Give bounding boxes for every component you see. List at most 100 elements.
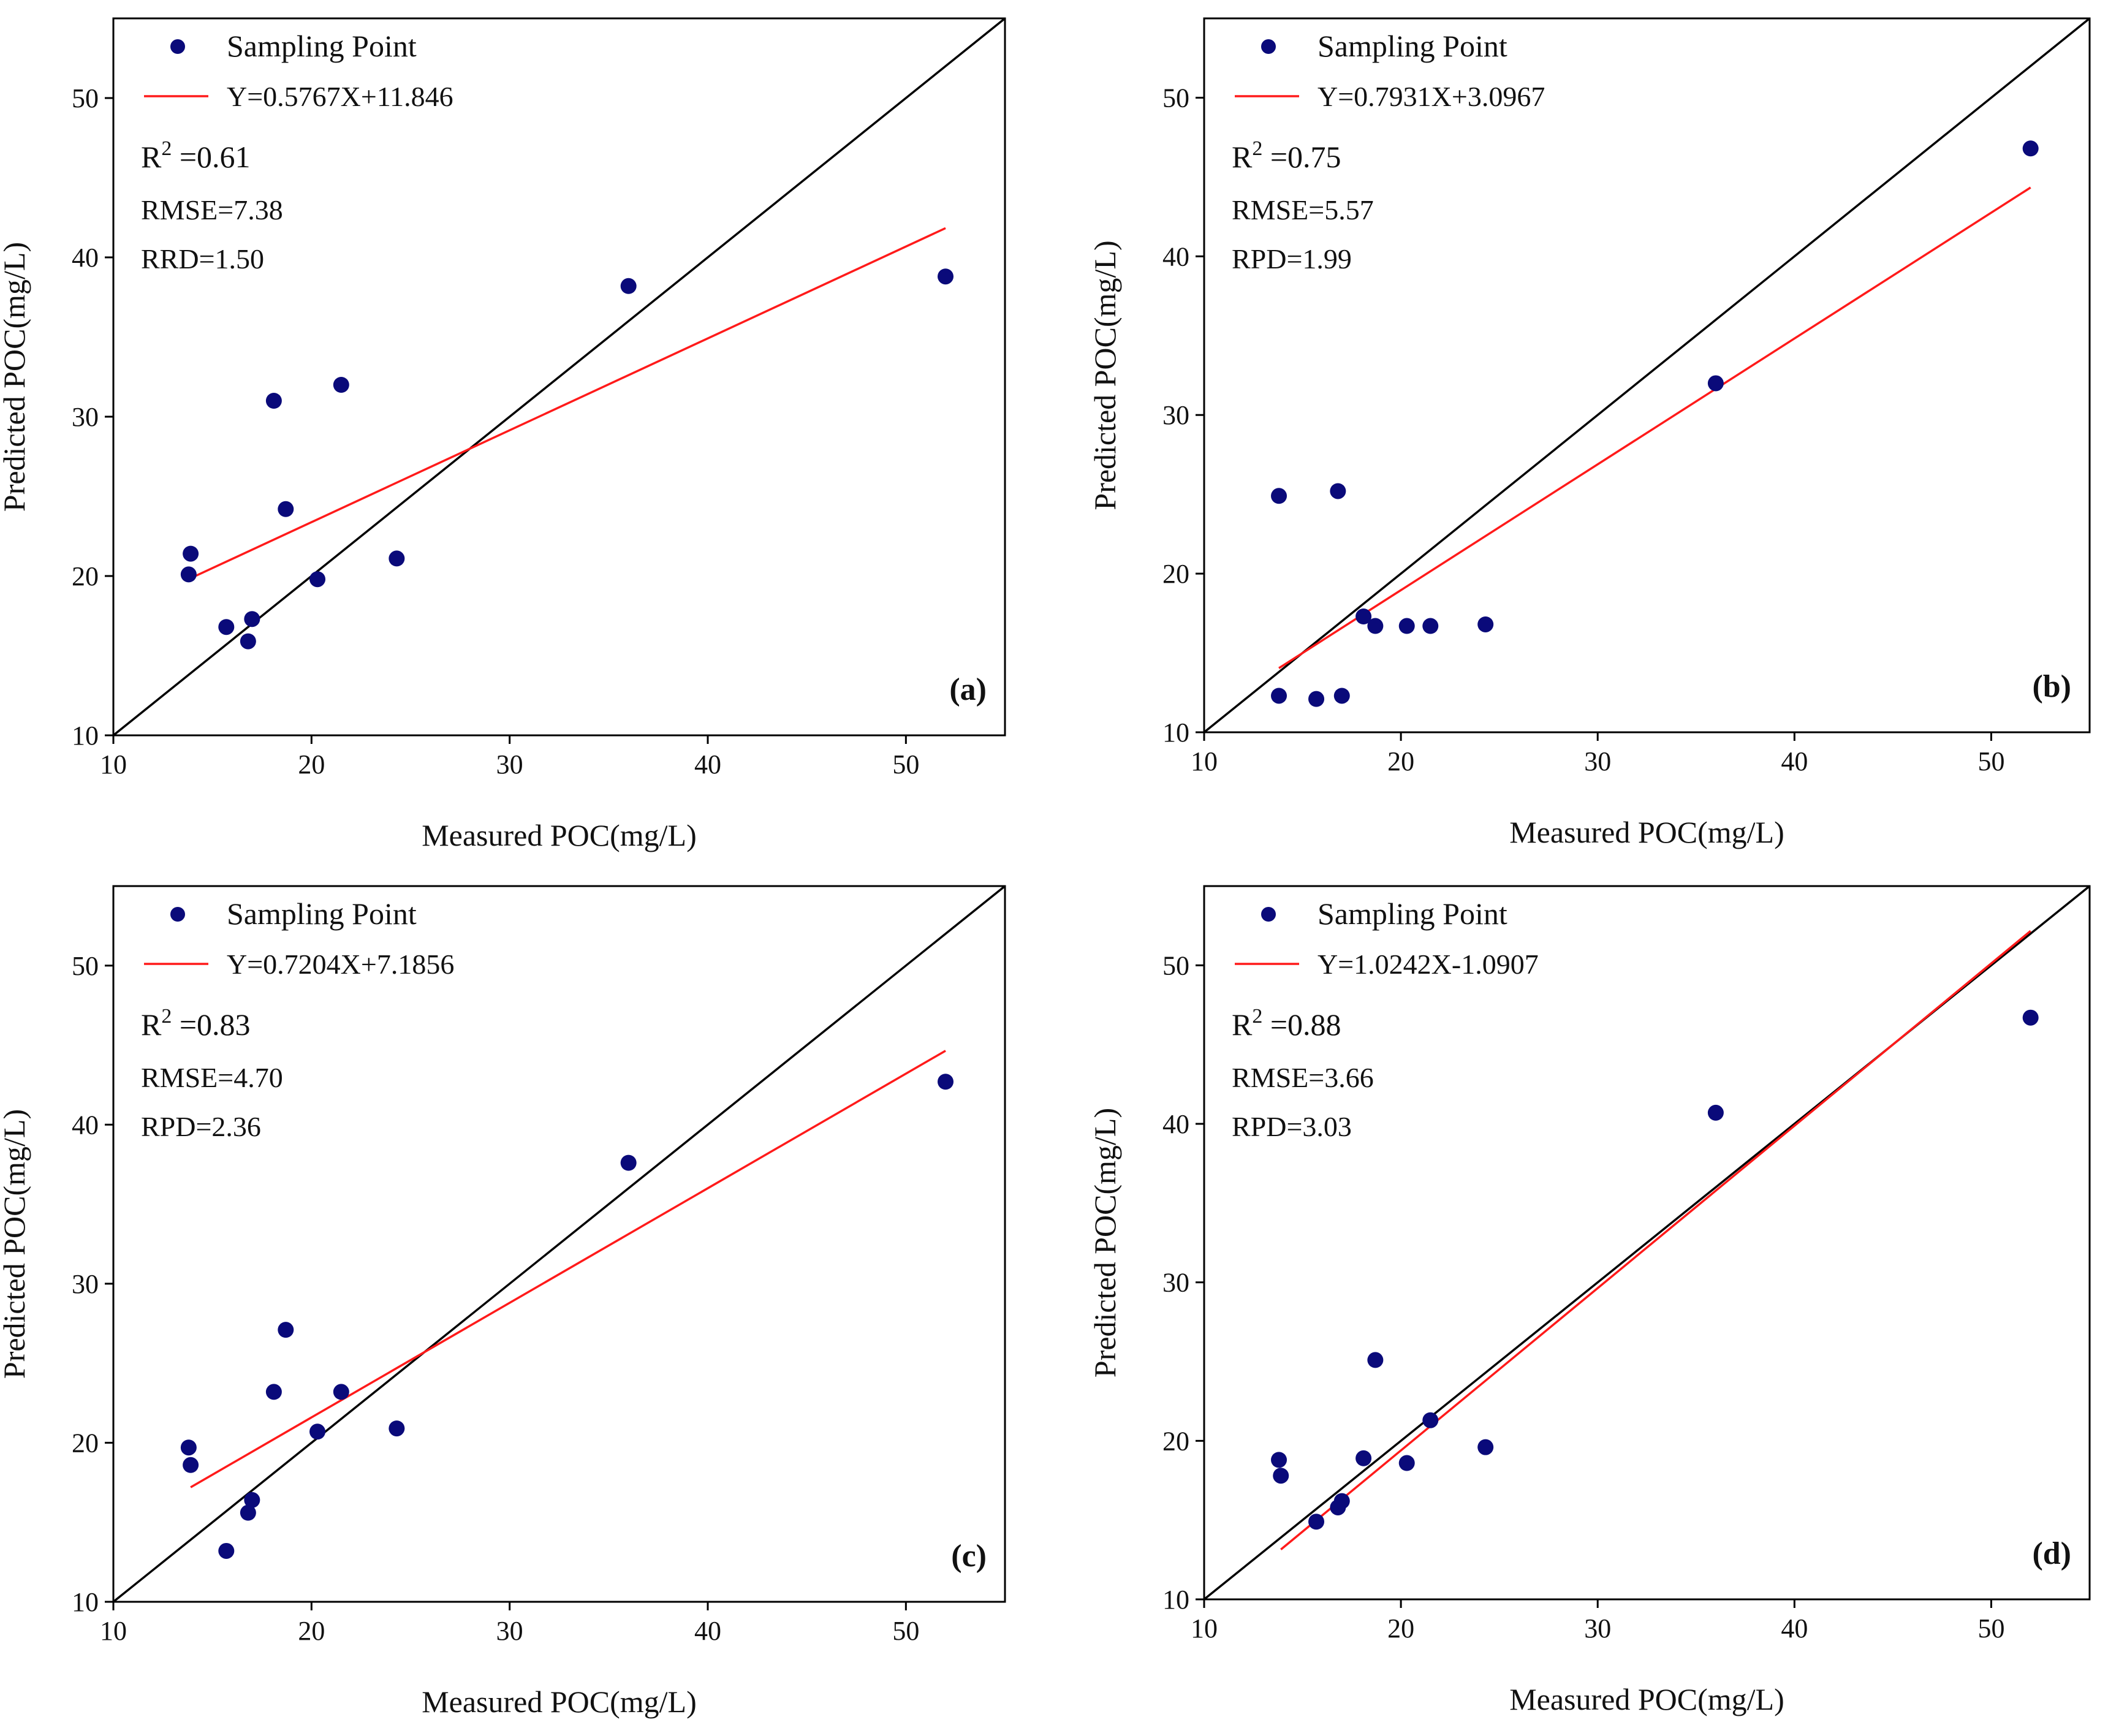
rpd-stat: RPD=2.36 (141, 1111, 261, 1142)
x-axis-title: Measured POC(mg/L) (1509, 815, 1784, 849)
plot-frame (1203, 17, 2091, 733)
sampling-point (1330, 483, 1346, 499)
scatter-panel-b: 10 20 30 40 50 10 20 30 40 50 Measured POC(mg/L) Pr… (1054, 0, 2108, 868)
rmse-stat: RMSE=5.57 (1232, 194, 1374, 226)
legend-point-marker (170, 39, 185, 54)
sampling-point (2022, 140, 2039, 157)
sampling-point (2022, 1009, 2039, 1026)
chart-svg: 10 20 30 40 50 10 20 30 40 50 Measured POC(mg/L) Pr… (1088, 885, 2091, 1716)
r-squared-stat: R2 =0.61 (141, 137, 251, 174)
sampling-point (265, 1384, 282, 1400)
y-tick-label: 50 (1162, 950, 1189, 980)
sampling-point (180, 566, 197, 583)
sampling-point (333, 1384, 349, 1400)
chart-svg: 10 20 30 40 50 10 20 30 40 50 Measured POC(mg/L) Pr… (0, 17, 1006, 852)
scatter-panel-c: 10 20 30 40 50 10 20 30 40 50 Measured POC(mg/L) Pr… (0, 868, 1054, 1735)
sampling-point (1271, 488, 1287, 504)
x-tick-label: 30 (1584, 1613, 1611, 1643)
legend-point-marker (1261, 907, 1276, 922)
rpd-stat: RPD=3.03 (1232, 1111, 1352, 1142)
x-tick-label: 40 (1781, 1613, 1808, 1643)
x-tick-label: 10 (1191, 1613, 1218, 1643)
y-tick-label: 30 (1162, 1268, 1189, 1298)
sampling-point (1308, 1514, 1325, 1530)
sampling-point (1422, 618, 1439, 634)
sampling-point (1271, 1452, 1287, 1468)
x-axis-title: Measured POC(mg/L) (1509, 1682, 1784, 1716)
sampling-point (389, 550, 405, 567)
regression-fit-line (1280, 930, 2031, 1550)
regression-fit-line (190, 1050, 946, 1488)
x-tick-label: 20 (298, 1616, 325, 1646)
sampling-point (1308, 691, 1325, 707)
y-tick-label: 40 (1162, 241, 1189, 271)
x-tick-label: 10 (100, 1616, 127, 1646)
chart-svg: 10 20 30 40 50 10 20 30 40 50 Measured POC(mg/L) Pr… (1088, 17, 2091, 849)
y-tick-label: 20 (1162, 559, 1189, 589)
y-tick-label: 30 (1162, 400, 1189, 430)
y-tick-label: 30 (72, 402, 99, 432)
legend-points-label: Sampling Point (227, 29, 417, 63)
sampling-point (620, 1154, 637, 1171)
plot-frame (1203, 885, 2091, 1601)
panel-label: (d) (2032, 1536, 2071, 1571)
x-tick-label: 20 (298, 749, 325, 779)
x-tick-label: 40 (694, 1616, 721, 1646)
identity-line (1203, 17, 2091, 733)
rmse-stat: RMSE=4.70 (141, 1062, 283, 1093)
sampling-point (1367, 618, 1384, 634)
regression-fit-line (190, 227, 946, 580)
y-tick-label: 50 (1162, 83, 1189, 113)
sampling-point (938, 268, 954, 285)
y-tick-label: 40 (1162, 1109, 1189, 1139)
y-tick-label: 20 (72, 561, 99, 591)
sampling-point (1477, 1439, 1494, 1455)
sampling-point (180, 1439, 197, 1456)
y-tick-label: 10 (72, 1587, 99, 1617)
sampling-point (1333, 688, 1350, 704)
r-squared-stat: R2 =0.88 (1232, 1005, 1341, 1042)
rmse-stat: RMSE=3.66 (1232, 1062, 1374, 1093)
sampling-point (1333, 1493, 1350, 1509)
identity-line (112, 885, 1006, 1603)
sampling-point (309, 1423, 326, 1440)
sampling-point (1477, 616, 1494, 632)
chart-svg: 10 20 30 40 50 10 20 30 40 50 Measured POC(mg/L) Pr… (0, 885, 1006, 1719)
sampling-point (389, 1420, 405, 1437)
legend-fit-equation: Y=1.0242X-1.0907 (1318, 949, 1539, 980)
rmse-stat: RMSE=7.38 (141, 194, 283, 226)
plot-frame (112, 885, 1006, 1603)
sampling-point (1273, 1468, 1289, 1484)
sampling-point (1398, 618, 1415, 634)
legend-fit-equation: Y=0.5767X+11.846 (227, 81, 453, 112)
sampling-point (278, 1322, 294, 1338)
plot-frame (112, 17, 1006, 737)
y-tick-label: 20 (1162, 1426, 1189, 1456)
sampling-point (240, 1504, 256, 1521)
sampling-point (265, 393, 282, 409)
x-tick-label: 20 (1387, 1613, 1414, 1643)
x-tick-label: 50 (892, 749, 919, 779)
x-tick-label: 50 (1977, 746, 2004, 776)
x-axis-title: Measured POC(mg/L) (422, 818, 697, 852)
sampling-point (1271, 688, 1287, 704)
sampling-point (218, 619, 235, 635)
sampling-point (938, 1074, 954, 1090)
legend-fit-equation: Y=0.7204X+7.1856 (227, 949, 454, 980)
legend-fit-equation: Y=0.7931X+3.0967 (1318, 81, 1545, 112)
sampling-point (333, 377, 349, 393)
identity-line (112, 17, 1006, 737)
x-tick-label: 50 (1977, 1613, 2004, 1643)
sampling-point (183, 1457, 199, 1473)
sampling-point (1367, 1352, 1384, 1368)
panel-label: (a) (949, 672, 987, 707)
sampling-point (244, 1492, 260, 1508)
y-tick-label: 10 (1162, 718, 1189, 748)
x-tick-label: 40 (1781, 746, 1808, 776)
r-squared-stat: R2 =0.83 (141, 1005, 251, 1042)
panel-label: (b) (2032, 669, 2071, 704)
legend-point-marker (1261, 39, 1276, 54)
rpd-stat: RPD=1.99 (1232, 243, 1352, 275)
sampling-point (1355, 1450, 1372, 1466)
sampling-point (1707, 1104, 1724, 1121)
